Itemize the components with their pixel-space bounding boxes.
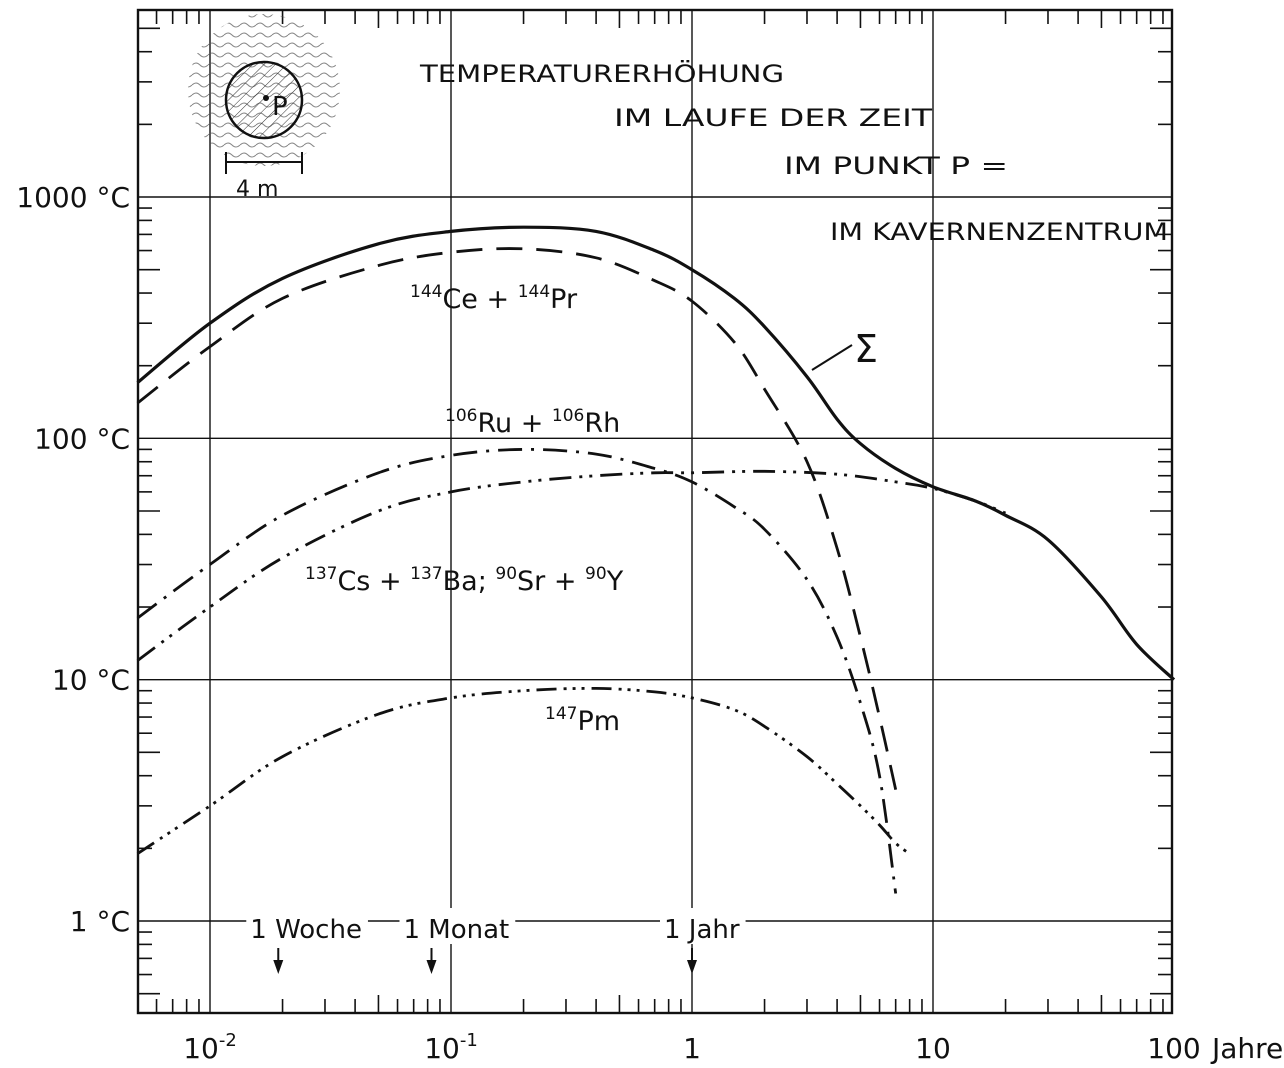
isotope-mass-number: 144 — [518, 282, 550, 302]
isotope-mass-number: 106 — [445, 406, 477, 426]
isotope-mass-number: 106 — [552, 406, 584, 426]
marker-label: 1 Jahr — [664, 915, 740, 945]
marker-label-bg — [660, 908, 746, 944]
title-line-3: IM PUNKT P = — [784, 152, 1008, 180]
point-p-label: P — [272, 92, 288, 122]
time-markers: 1 Woche 1 Monat 1 Jahr — [246, 908, 746, 974]
isotope-mass-number: 147 — [545, 704, 577, 724]
tick-base: 1 — [683, 1032, 701, 1065]
dimension-label: 4 m — [236, 177, 278, 202]
series-label-ce_pr: 144Ce + 144Pr — [410, 282, 578, 315]
isotope-symbol: Ba; — [443, 566, 496, 597]
series-ce_pr-line — [136, 247, 898, 791]
marker-label-bg — [246, 908, 368, 944]
x-tick-label: 100 — [1147, 1032, 1200, 1065]
tick-base: 10 — [424, 1032, 460, 1065]
isotope-symbol: Cs + — [337, 566, 410, 597]
y-tick-label: 1000 °C — [16, 181, 130, 214]
isotope-symbol: Sr + — [517, 566, 585, 597]
series-label-ru_rh: 106Ru + 106Rh — [445, 406, 620, 439]
tick-base: 10 — [183, 1032, 219, 1065]
isotope-symbol: Rh — [584, 408, 620, 439]
series-sum-line — [136, 225, 1176, 681]
isotope-mass-number: 137 — [410, 564, 442, 584]
x-tick-label: 10-2 — [183, 1030, 237, 1065]
isotope-symbol: Ru + — [477, 408, 551, 439]
marker-label: 1 Monat — [403, 915, 509, 945]
x-tick-label: 10 — [915, 1032, 951, 1065]
grid-layer — [138, 10, 1172, 1013]
x-tick-label: 1 — [683, 1032, 701, 1065]
sum-label: Σ — [854, 327, 878, 371]
minor-ticks — [138, 10, 1172, 1013]
tick-exponent: -2 — [219, 1030, 237, 1051]
series-pm-line — [136, 686, 911, 855]
tick-base: 10 — [915, 1032, 951, 1065]
sum-label-group: Σ — [811, 327, 878, 371]
isotope-mass-number: 137 — [305, 564, 337, 584]
isotope-symbol: Ce + — [442, 284, 517, 315]
title-line-1: TEMPERATURERHÖHUNG — [419, 59, 784, 88]
marker-arrowhead — [426, 960, 437, 974]
y-tick-label: 10 °C — [52, 664, 130, 697]
series-ru_rh-line — [136, 447, 898, 894]
y-tick-label: 100 °C — [34, 422, 130, 455]
y-tick-label: 1 °C — [70, 905, 130, 938]
title-block: TEMPERATURERHÖHUNG IM LAUFE DER ZEIT IM … — [419, 59, 1168, 246]
marker-arrowhead — [687, 960, 697, 974]
isotope-symbol: Pm — [577, 706, 620, 737]
isotope-symbol: Y — [606, 566, 624, 597]
tick-exponent: -1 — [460, 1030, 478, 1051]
tick-base: 100 — [1147, 1032, 1200, 1065]
title-line-4: IM KAVERNENZENTRUM — [830, 218, 1168, 246]
y-tick-labels: 1 °C 10 °C 100 °C 1000 °C — [16, 181, 130, 938]
x-tick-label: 10-1 — [424, 1030, 478, 1065]
isotope-mass-number: 144 — [410, 282, 442, 302]
series-layer — [136, 225, 1176, 894]
sum-leader-line — [811, 344, 853, 371]
marker-arrowhead — [273, 960, 284, 974]
series-label-cs_ba_sr_y: 137Cs + 137Ba; 90Sr + 90Y — [305, 564, 624, 597]
plot-frame — [136, 8, 1174, 1015]
point-p-marker — [263, 95, 269, 101]
isotope-mass-number: 90 — [495, 564, 517, 584]
cavern-inset: P 4 m — [188, 14, 340, 202]
marker-label-bg — [399, 908, 516, 944]
x-axis-unit: Jahre — [1210, 1032, 1283, 1065]
isotope-symbol: Pr — [550, 284, 578, 315]
isotope-mass-number: 90 — [585, 564, 607, 584]
title-line-2: IM LAUFE DER ZEIT — [614, 104, 932, 132]
marker-label: 1 Woche — [250, 915, 362, 945]
x-tick-labels: 10-2 10-1 1 10 100 Jahre — [183, 1030, 1283, 1065]
series-label-pm: 147Pm — [545, 704, 620, 737]
series-cs_ba_sr_y-line — [136, 469, 1007, 662]
